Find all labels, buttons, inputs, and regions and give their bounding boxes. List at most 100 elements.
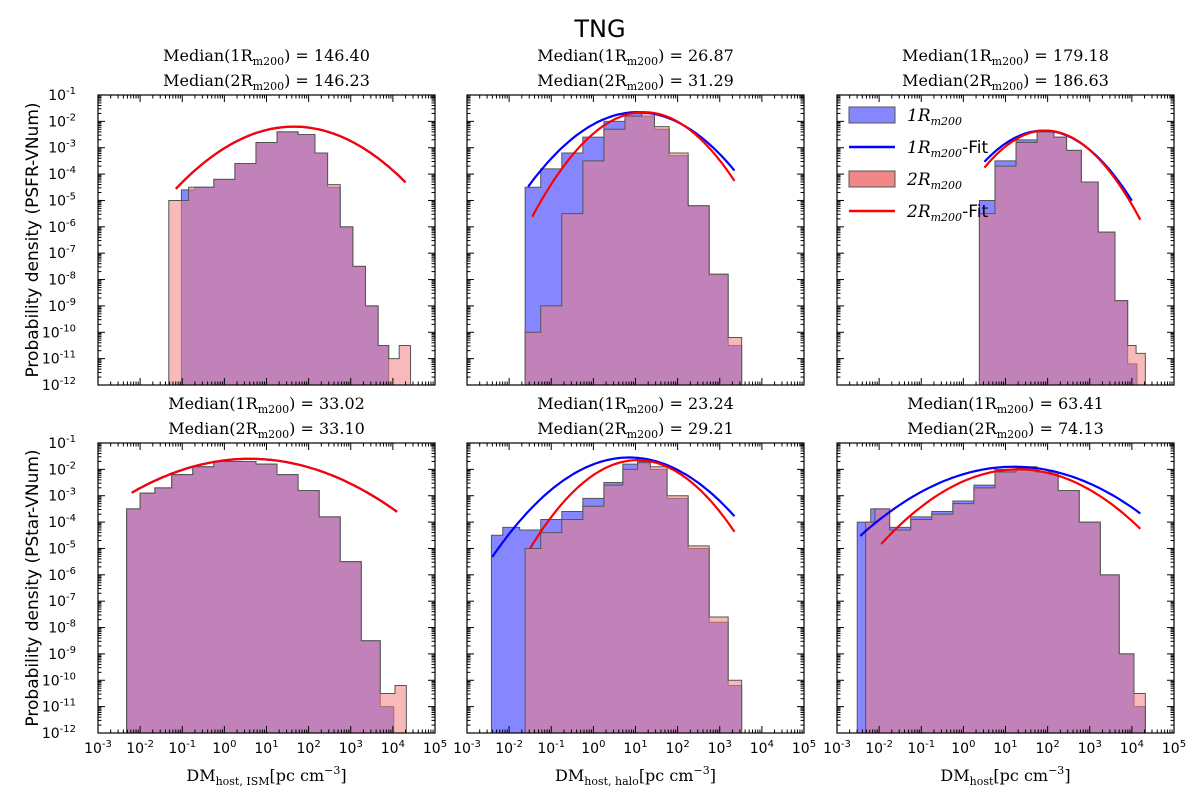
legend-suffix: -Fit bbox=[962, 202, 988, 222]
x-tick-exponent: 4 bbox=[1138, 739, 1144, 750]
fit-curve-1r-m200 bbox=[859, 465, 1141, 537]
xlabel-units: [pc cm bbox=[270, 766, 325, 785]
y-tick-label: 10-5 bbox=[48, 539, 76, 557]
median-annotation: Median(2Rm200) = 74.13 bbox=[907, 419, 1104, 441]
legend-subscript: m200 bbox=[931, 115, 962, 128]
y-tick-exponent: -10 bbox=[60, 671, 76, 682]
y-tick-label: 10-6 bbox=[48, 218, 76, 236]
median-annotation: Median(1Rm200) = 63.41 bbox=[907, 394, 1104, 416]
median-value: ) = 74.13 bbox=[1028, 419, 1104, 438]
y-tick-label: 10-5 bbox=[48, 191, 76, 209]
median-subscript: m200 bbox=[997, 403, 1028, 416]
xlabel-subscript: host, ISM bbox=[216, 775, 270, 788]
x-tick-exponent: 1 bbox=[1011, 739, 1017, 750]
median-value: ) = 23.24 bbox=[658, 394, 734, 413]
xlabel-exponent: −3 bbox=[693, 764, 709, 777]
x-tick-exponent: 0 bbox=[230, 739, 236, 750]
y-tick-exponent: -5 bbox=[66, 191, 76, 202]
legend-subscript: m200 bbox=[931, 147, 962, 160]
x-tick-label: 10-1 bbox=[168, 739, 196, 757]
x-tick-exponent: 2 bbox=[314, 739, 320, 750]
median-annotation: Median(1Rm200) = 26.87 bbox=[537, 46, 734, 68]
x-tick-label: 103 bbox=[708, 739, 732, 757]
x-tick-label: 102 bbox=[1036, 739, 1060, 757]
x-tick-exponent: 0 bbox=[969, 739, 975, 750]
median-annotation: Median(1Rm200) = 179.18 bbox=[902, 46, 1109, 68]
x-axis-label: DMhost, ISM[pc cm−3] bbox=[186, 764, 346, 788]
plot-area bbox=[856, 465, 1146, 733]
y-tick-label: 10-4 bbox=[48, 165, 76, 183]
fit-curve-2r-m200 bbox=[880, 468, 1142, 545]
xlabel-units: [pc cm bbox=[993, 766, 1048, 785]
panel-top-middle: Median(1Rm200) = 26.87 Median(2Rm200) = 3… bbox=[466, 46, 805, 386]
panel-bottom-left: 10-3 10-2 10-1 100 101 102 103 104 10510-1210-11… bbox=[23, 394, 447, 788]
plot-area bbox=[490, 456, 743, 733]
y-tick-exponent: -6 bbox=[66, 218, 76, 229]
x-tick-label: 10-3 bbox=[453, 739, 481, 757]
histogram-2r-m200 bbox=[168, 131, 412, 385]
median-value: ) = 26.87 bbox=[658, 46, 734, 65]
x-tick-label: 100 bbox=[212, 739, 236, 757]
y-tick-label: 10-7 bbox=[48, 244, 76, 262]
median-prefix: Median(1R bbox=[537, 394, 627, 413]
legend-math: 2R bbox=[906, 170, 931, 190]
median-subscript: m200 bbox=[992, 80, 1023, 93]
median-annotation: Median(2Rm200) = 31.29 bbox=[537, 71, 734, 93]
median-value: ) = 29.21 bbox=[658, 419, 734, 438]
legend-label-3: 2Rm200 bbox=[906, 170, 962, 192]
y-tick-exponent: -4 bbox=[66, 513, 76, 524]
fit-curve-2r-m200 bbox=[531, 110, 736, 218]
x-tick-label: 105 bbox=[792, 739, 816, 757]
fit-curve-2r-m200 bbox=[175, 125, 407, 190]
y-axis-label: Probability density (PStar-VNum) bbox=[23, 449, 43, 726]
y-tick-exponent: -7 bbox=[66, 592, 76, 603]
x-tick-exponent: 4 bbox=[399, 739, 405, 750]
x-tick-exponent: 3 bbox=[725, 739, 731, 750]
fit-curve-2r-m200 bbox=[983, 129, 1142, 221]
x-tick-exponent: 5 bbox=[1180, 739, 1186, 750]
median-subscript: m200 bbox=[627, 55, 658, 68]
x-tick-label: 101 bbox=[254, 739, 278, 757]
x-tick-exponent: -3 bbox=[471, 739, 481, 750]
legend-math: 2R bbox=[906, 202, 931, 222]
median-prefix: Median(2R bbox=[168, 419, 258, 438]
y-tick-exponent: -7 bbox=[66, 244, 76, 255]
xlabel-exponent: −3 bbox=[324, 764, 340, 777]
y-tick-exponent: -1 bbox=[66, 434, 76, 445]
legend-label-2: 1Rm200-Fit bbox=[907, 138, 988, 160]
histogram-2r-m200 bbox=[126, 460, 407, 733]
y-tick-label: 10-1 bbox=[48, 434, 76, 452]
fit-curve-2r-m200 bbox=[131, 457, 398, 513]
median-prefix: Median(2R bbox=[537, 71, 627, 90]
x-tick-label: 103 bbox=[339, 739, 363, 757]
x-tick-label: 10-2 bbox=[495, 739, 523, 757]
median-subscript: m200 bbox=[253, 80, 284, 93]
legend-label-4: 2Rm200-Fit bbox=[906, 202, 988, 224]
y-tick-label: 10-11 bbox=[42, 350, 76, 368]
x-tick-label: 10-3 bbox=[84, 739, 112, 757]
x-tick-exponent: 5 bbox=[441, 739, 447, 750]
x-axis-label: DMhost, halo[pc cm−3] bbox=[555, 764, 716, 788]
median-annotation: Median(1Rm200) = 33.02 bbox=[168, 394, 365, 416]
y-tick-exponent: -11 bbox=[60, 698, 76, 709]
y-axis-label: Probability density (PSFR-VNum) bbox=[23, 102, 43, 377]
median-annotation: Median(1Rm200) = 23.24 bbox=[537, 394, 734, 416]
xlabel-close: ] bbox=[340, 766, 346, 785]
x-tick-label: 104 bbox=[381, 739, 405, 757]
median-subscript: m200 bbox=[627, 428, 658, 441]
y-tick-exponent: -4 bbox=[66, 165, 76, 176]
x-tick-label: 103 bbox=[1078, 739, 1102, 757]
y-tick-exponent: -3 bbox=[66, 139, 76, 150]
x-tick-exponent: 2 bbox=[683, 739, 689, 750]
y-tick-exponent: -11 bbox=[60, 350, 76, 361]
median-prefix: Median(1R bbox=[168, 394, 258, 413]
y-tick-label: 10-7 bbox=[48, 592, 76, 610]
median-prefix: Median(1R bbox=[902, 46, 992, 65]
x-tick-label: 105 bbox=[423, 739, 447, 757]
x-tick-exponent: -3 bbox=[841, 739, 851, 750]
xlabel-main: DM bbox=[186, 766, 215, 785]
y-tick-exponent: -8 bbox=[66, 271, 76, 282]
plot-area bbox=[126, 457, 407, 733]
x-tick-label: 100 bbox=[581, 739, 605, 757]
